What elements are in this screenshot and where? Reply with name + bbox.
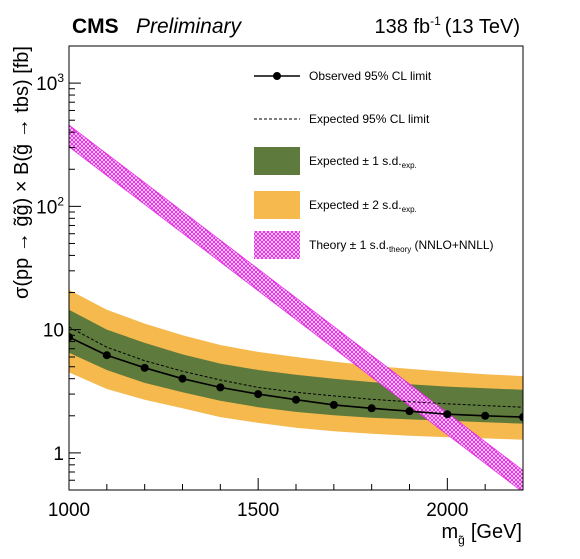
legend-text: Expected ± 1 s.d. [309, 154, 402, 168]
observed-point [216, 383, 225, 392]
y-axis-title: σ(pp → g̃g̃) × B(g̃ → tbs) [fb] [11, 46, 33, 299]
observed-point [292, 395, 300, 404]
observed-point [178, 374, 187, 383]
y-tick-exponent: 2 [57, 194, 64, 208]
x-axis-var: m [442, 521, 459, 543]
legend-observed-marker [273, 72, 281, 80]
observed-point [443, 410, 452, 419]
legend-subscript: exp. [402, 205, 417, 214]
luminosity-value: 138 fb [374, 16, 430, 38]
status-label: Preliminary [136, 15, 243, 38]
observed-point [481, 411, 490, 420]
observed-point [367, 404, 376, 413]
x-axis-var-subscript: g̃ [458, 533, 465, 547]
y-tick-base: 10 [43, 321, 64, 342]
luminosity-exponent: -1 [430, 14, 441, 28]
y-tick-base: 10 [36, 74, 57, 95]
legend-text: Expected 95% CL limit [309, 112, 430, 126]
y-tick-base: 10 [36, 197, 57, 218]
x-tick-label: 2000 [426, 500, 468, 521]
y-tick-base: 1 [53, 444, 64, 465]
legend-text: Observed 95% CL limit [309, 69, 432, 83]
x-axis-unit: [GeV] [471, 521, 522, 543]
legend-label-theory: Theory ± 1 s.d.theory (NNLO+NNLL) [309, 238, 494, 254]
y-tick-exponent: 3 [57, 71, 64, 85]
energy-value: (13 TeV) [445, 16, 520, 38]
luminosity-label: 138 fb-1 (13 TeV) [374, 14, 520, 38]
x-tick-label: 1500 [237, 500, 279, 521]
y-tick-label: 102 [36, 194, 64, 218]
x-axis-title: mg̃ [GeV] [442, 521, 523, 547]
legend-label-band1: Expected ± 1 s.d.exp. [309, 154, 417, 170]
observed-point [329, 400, 338, 409]
legend-label-band2: Expected ± 2 s.d.exp. [309, 198, 417, 214]
legend-band1-swatch [254, 147, 300, 175]
y-tick-label: 103 [36, 71, 64, 95]
plot-area [69, 124, 523, 490]
expected-line [69, 326, 523, 408]
legend-subscript: exp. [402, 161, 417, 170]
observed-point [405, 407, 414, 416]
legend-subscript: theory [389, 245, 411, 254]
y-tick-label: 10 [43, 321, 64, 342]
legend-suffix: (NNLO+NNLL) [411, 238, 493, 252]
legend-label-expected: Expected 95% CL limit [309, 112, 430, 126]
x-tick-label: 1000 [48, 500, 90, 521]
legend-theory-swatch [254, 231, 300, 259]
observed-point [140, 363, 149, 372]
legend-text: Theory ± 1 s.d. [309, 238, 389, 252]
observed-point [102, 351, 111, 360]
plot-content [69, 124, 523, 490]
legend: Observed 95% CL limit Expected 95% CL lim… [254, 69, 494, 259]
legend-label-observed: Observed 95% CL limit [309, 69, 432, 83]
observed-point [254, 390, 263, 399]
x-axis: 1000 1500 2000 [48, 478, 524, 521]
legend-band2-swatch [254, 191, 300, 219]
legend-text: Expected ± 2 s.d. [309, 198, 402, 212]
experiment-label: CMS [72, 15, 119, 38]
y-tick-label: 1 [53, 444, 64, 465]
observed-point [519, 413, 523, 422]
theory-band [69, 124, 523, 490]
